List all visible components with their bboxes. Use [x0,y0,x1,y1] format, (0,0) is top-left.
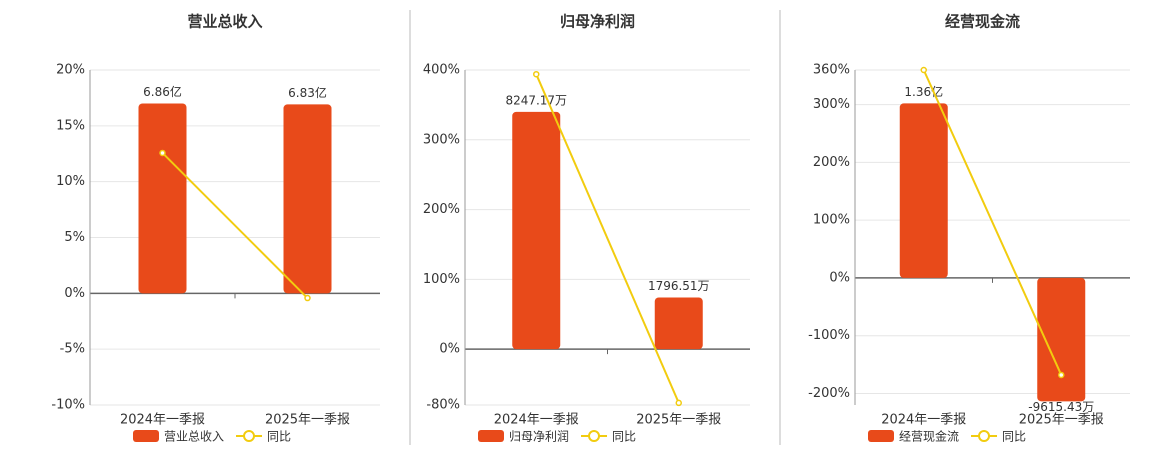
bar [654,297,703,350]
y-tick-label: 15% [56,118,85,133]
legend-swatch [588,430,601,442]
line [922,69,1063,376]
y-tick-label: 200% [813,155,850,170]
line-point [159,149,166,157]
line [161,152,309,299]
x-tick-label: 2024年一季报 [881,413,966,428]
y-tick-label: -200% [808,386,850,401]
line-point [675,399,682,407]
y-tick-label: 300% [813,97,850,112]
value-label: 1796.51万 [648,279,710,293]
y-tick-label: 10% [56,174,85,189]
legend-swatch [868,430,894,442]
legend-swatch [133,430,159,442]
chart-title: 营业总收入 [187,13,262,31]
y-tick-label: 300% [423,132,460,147]
y-tick-label: 100% [423,272,460,287]
x-tick-label: 2024年一季报 [494,413,579,428]
x-tick-label: 2025年一季报 [265,413,350,428]
bar [899,103,948,278]
y-tick-label: 100% [813,213,850,228]
y-tick-label: 20% [56,63,85,78]
legend-label: 同比 [267,430,291,444]
y-tick-label: -100% [808,328,850,343]
bar [512,111,561,350]
x-tick-label: 2025年一季报 [1019,413,1104,428]
line-point [304,294,311,302]
value-label: 6.83亿 [288,85,327,100]
bar [283,104,332,294]
line-point [920,66,927,74]
value-label: 8247.17万 [505,93,567,107]
chart-title: 经营现金流 [945,13,1020,31]
y-tick-label: 360% [813,63,850,78]
value-label: 1.36亿 [904,84,943,99]
legend-label: 同比 [612,430,636,444]
y-tick-label: -5% [60,342,85,357]
value-label: -9615.43万 [1028,400,1094,414]
legend-label: 营业总收入 [164,430,224,444]
chart-title: 归母净利润 [560,13,635,31]
legend-label: 经营现金流 [899,429,959,444]
y-tick-label: 0% [829,270,850,285]
y-tick-label: -80% [426,398,460,413]
legend-swatch [478,430,504,442]
x-tick-label: 2024年一季报 [120,413,205,428]
y-tick-label: -10% [51,398,85,413]
y-tick-label: 200% [423,202,460,217]
legend-label: 归母净利润 [509,430,569,444]
value-label: 6.86亿 [143,84,182,99]
legend-label: 同比 [1002,430,1026,444]
line-point [533,70,540,78]
legend-swatch [243,430,256,442]
y-tick-label: 0% [64,286,85,301]
y-tick-label: 0% [439,342,460,357]
x-tick-label: 2025年一季报 [636,413,721,428]
bar [138,103,187,294]
legend-swatch [978,430,991,442]
y-tick-label: 5% [64,230,85,245]
line-point [1058,371,1065,379]
y-tick-label: 400% [423,63,460,78]
bar [1037,277,1086,402]
line [535,73,680,404]
